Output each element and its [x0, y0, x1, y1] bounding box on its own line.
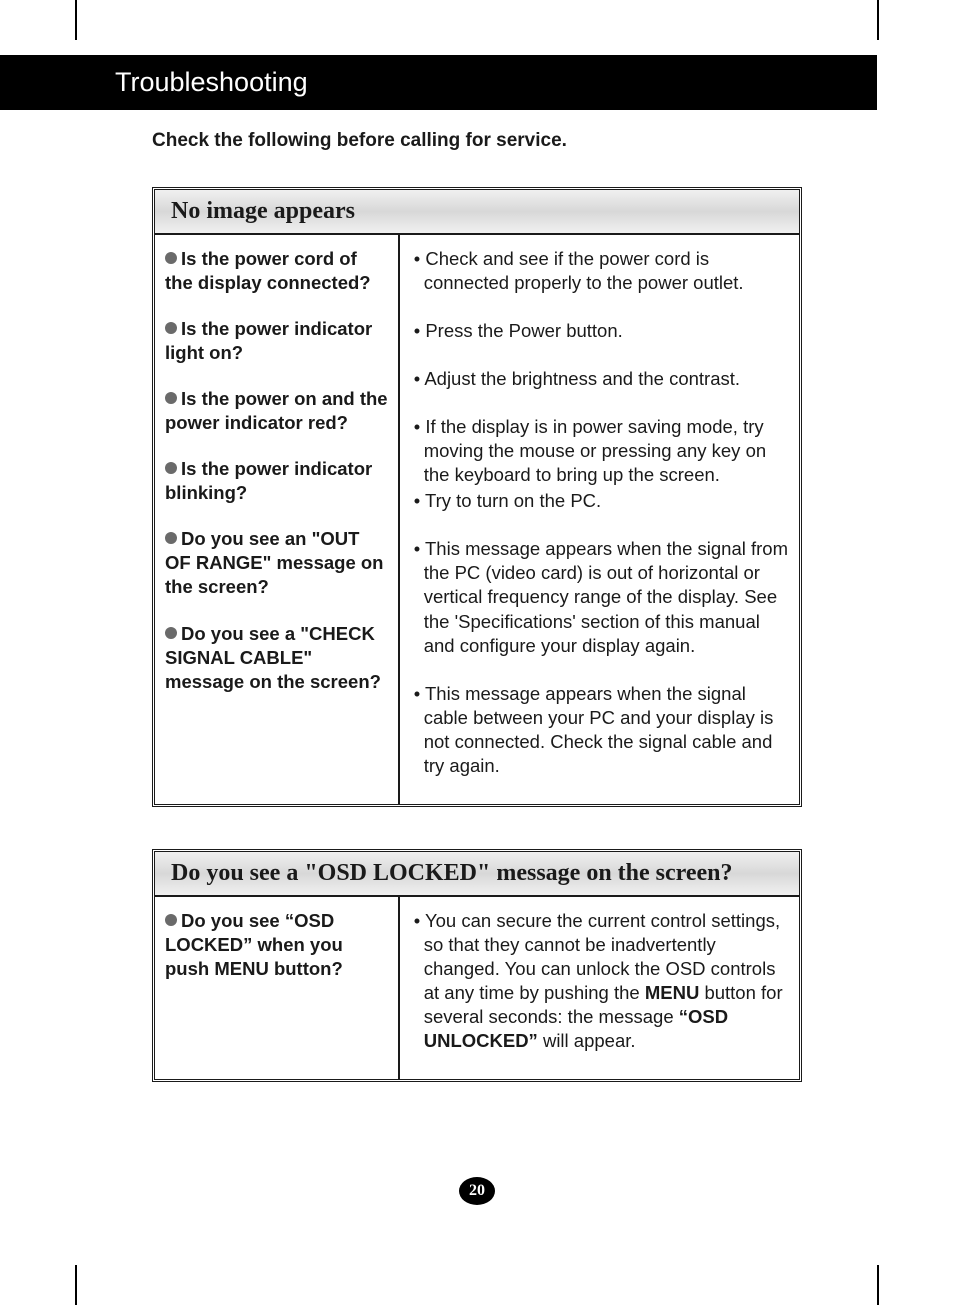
answer-item: • You can secure the current control set…: [414, 909, 789, 1067]
bullet-icon: [165, 532, 177, 544]
box-header: No image appears: [155, 190, 799, 235]
answer-item: • Press the Power button.: [414, 319, 789, 367]
question-item: Do you see a "CHECK SIGNAL CABLE" messag…: [165, 622, 388, 706]
question-text: Is the power cord of the display connect…: [165, 248, 371, 293]
answer-line: • You can secure the current control set…: [414, 909, 789, 1053]
page-number-badge: 20: [459, 1177, 495, 1205]
header-bar: Troubleshooting: [0, 55, 877, 110]
crop-mark: [75, 1265, 77, 1305]
question-text: Is the power on and the power indicator …: [165, 388, 388, 433]
answer-column: • Check and see if the power cord is con…: [400, 235, 799, 804]
question-column: Do you see “OSD LOCKED” when you push ME…: [155, 897, 400, 1079]
crop-mark: [877, 0, 879, 40]
question-item: Is the power indicator light on?: [165, 317, 388, 387]
crop-mark: [75, 0, 77, 40]
answer-line: • This message appears when the signal f…: [414, 537, 789, 657]
bullet-icon: [165, 627, 177, 639]
content-area: Check the following before calling for s…: [152, 130, 802, 1124]
crop-mark: [877, 1265, 879, 1305]
bullet-icon: [165, 322, 177, 334]
question-text: Is the power indicator blinking?: [165, 458, 372, 503]
answer-item: • If the display is in power saving mode…: [414, 415, 789, 537]
question-item: Is the power cord of the display connect…: [165, 247, 388, 317]
page-section-title: Troubleshooting: [115, 67, 308, 98]
answer-item: • Check and see if the power cord is con…: [414, 247, 789, 319]
question-item: Is the power indicator blinking?: [165, 457, 388, 527]
bullet-icon: [165, 462, 177, 474]
qa-table: Do you see “OSD LOCKED” when you push ME…: [155, 897, 799, 1079]
question-column: Is the power cord of the display connect…: [155, 235, 400, 804]
bullet-icon: [165, 914, 177, 926]
troubleshooting-boxes: No image appears Is the power cord of the…: [152, 187, 802, 1082]
answer-item: • Adjust the brightness and the contrast…: [414, 367, 789, 415]
answer-line: • Adjust the brightness and the contrast…: [414, 367, 789, 391]
answer-line: • If the display is in power saving mode…: [414, 415, 789, 487]
answer-line: • Press the Power button.: [414, 319, 789, 343]
troubleshooting-box: No image appears Is the power cord of the…: [152, 187, 802, 807]
question-text: Do you see “OSD LOCKED” when you push ME…: [165, 910, 343, 979]
answer-item: • This message appears when the signal f…: [414, 537, 789, 681]
page-footer: 20: [0, 1177, 954, 1205]
troubleshooting-box: Do you see a "OSD LOCKED" message on the…: [152, 849, 802, 1082]
answer-line: • Check and see if the power cord is con…: [414, 247, 789, 295]
subtitle: Check the following before calling for s…: [152, 130, 802, 152]
answer-item: • This message appears when the signal c…: [414, 682, 789, 792]
bullet-icon: [165, 252, 177, 264]
question-text: Do you see an "OUT OF RANGE" message on …: [165, 528, 384, 597]
question-item: Do you see an "OUT OF RANGE" message on …: [165, 527, 388, 621]
box-header: Do you see a "OSD LOCKED" message on the…: [155, 852, 799, 897]
question-text: Is the power indicator light on?: [165, 318, 372, 363]
answer-column: • You can secure the current control set…: [400, 897, 799, 1079]
question-text: Do you see a "CHECK SIGNAL CABLE" messag…: [165, 623, 381, 692]
answer-line: • Try to turn on the PC.: [414, 489, 789, 513]
bullet-icon: [165, 392, 177, 404]
answer-line: • This message appears when the signal c…: [414, 682, 789, 778]
question-item: Is the power on and the power indicator …: [165, 387, 388, 457]
qa-table: Is the power cord of the display connect…: [155, 235, 799, 804]
question-item: Do you see “OSD LOCKED” when you push ME…: [165, 909, 388, 993]
page-number: 20: [469, 1182, 485, 1200]
